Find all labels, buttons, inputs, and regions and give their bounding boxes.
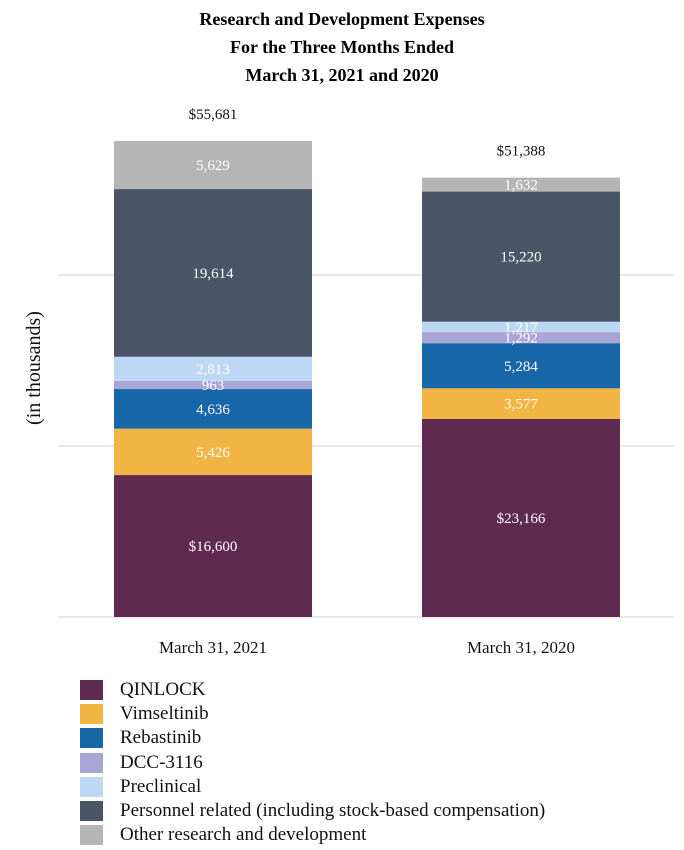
chart-title: Research and Development Expenses For th… — [199, 9, 484, 85]
bar-segment-4-bar-1 — [114, 380, 312, 390]
chart-title-line-3: March 31, 2021 and 2020 — [245, 65, 438, 85]
bar-segment-2-bar-1 — [114, 428, 312, 476]
bar-segment-6-bar-1 — [114, 189, 312, 357]
bar-segment-3-bar-1 — [114, 389, 312, 429]
legend-label: Vimseltinib — [120, 703, 209, 725]
data-label-7-bar-1: 5,629 — [196, 158, 230, 174]
legend-swatch — [80, 825, 103, 846]
legend-swatch — [80, 801, 103, 822]
data-label-3-bar-2: 5,284 — [504, 359, 538, 375]
bar-segment-1-bar-2 — [422, 418, 620, 617]
legend-label: Other research and development — [120, 824, 367, 846]
data-label-1-bar-1: $16,600 — [189, 539, 238, 555]
legend-swatch — [80, 704, 103, 725]
bar-segment-2-bar-2 — [422, 388, 620, 419]
bar-segment-3-bar-2 — [422, 343, 620, 389]
legend-item-7: Other research and development — [80, 823, 545, 847]
legend-swatch — [80, 680, 103, 701]
bar-segment-6-bar-2 — [422, 191, 620, 322]
legend-label: Personnel related (including stock-based… — [120, 800, 546, 822]
data-label-2-bar-2: 3,577 — [504, 397, 538, 413]
data-label-3-bar-1: 4,636 — [196, 402, 230, 418]
bar-segment-7-bar-2 — [422, 177, 620, 192]
legend: QINLOCK Vimseltinib Rebastinib DCC-3116 Prec… — [80, 678, 545, 847]
data-label-6-bar-1: 19,614 — [192, 266, 234, 282]
legend-item-4: DCC-3116 — [80, 751, 545, 775]
chart-title-line-1: Research and Development Expenses — [199, 9, 484, 29]
data-label-4-bar-1: 963 — [202, 378, 225, 394]
legend-label: DCC-3116 — [120, 751, 203, 773]
bar-segment-4-bar-2 — [422, 332, 620, 344]
x-tick-label-2: March 31, 2020 — [467, 638, 575, 657]
data-label-2-bar-1: 5,426 — [196, 445, 230, 461]
x-tick-labels: March 31, 2021 March 31, 2020 — [159, 638, 575, 657]
legend-item-3: Rebastinib — [80, 726, 545, 750]
bar-segment-1-bar-1 — [114, 475, 312, 617]
total-label-bar-2: $51,388 — [497, 144, 546, 160]
bar-segment-7-bar-1 — [114, 140, 312, 190]
legend-item-1: QINLOCK — [80, 678, 545, 702]
data-label-1-bar-2: $23,166 — [497, 511, 546, 527]
legend-label: Rebastinib — [120, 727, 202, 749]
data-label-6-bar-2: 15,220 — [500, 250, 541, 266]
legend-item-2: Vimseltinib — [80, 702, 545, 726]
data-label-5-bar-2: 1,217 — [504, 320, 538, 336]
legend-swatch — [80, 752, 103, 773]
legend-label: Preclinical — [120, 775, 202, 797]
legend-item-5: Preclinical — [80, 775, 545, 799]
legend-item-6: Personnel related (including stock-based… — [80, 799, 545, 823]
legend-swatch — [80, 728, 103, 749]
legend-label: QINLOCK — [120, 679, 206, 701]
y-axis-label: (in thousands) — [23, 311, 45, 425]
bar-segment-5-bar-1 — [114, 356, 312, 381]
bar-segment-5-bar-2 — [422, 321, 620, 333]
data-label-4-bar-2: 1,292 — [504, 331, 538, 347]
data-label-5-bar-1: 2,813 — [196, 362, 230, 378]
bars — [114, 140, 620, 617]
data-label-7-bar-2: 1,632 — [504, 178, 538, 194]
x-tick-label-1: March 31, 2021 — [159, 638, 267, 657]
chart-title-line-2: For the Three Months Ended — [230, 37, 454, 57]
legend-swatch — [80, 776, 103, 797]
total-label-bar-1: $55,681 — [189, 107, 238, 123]
